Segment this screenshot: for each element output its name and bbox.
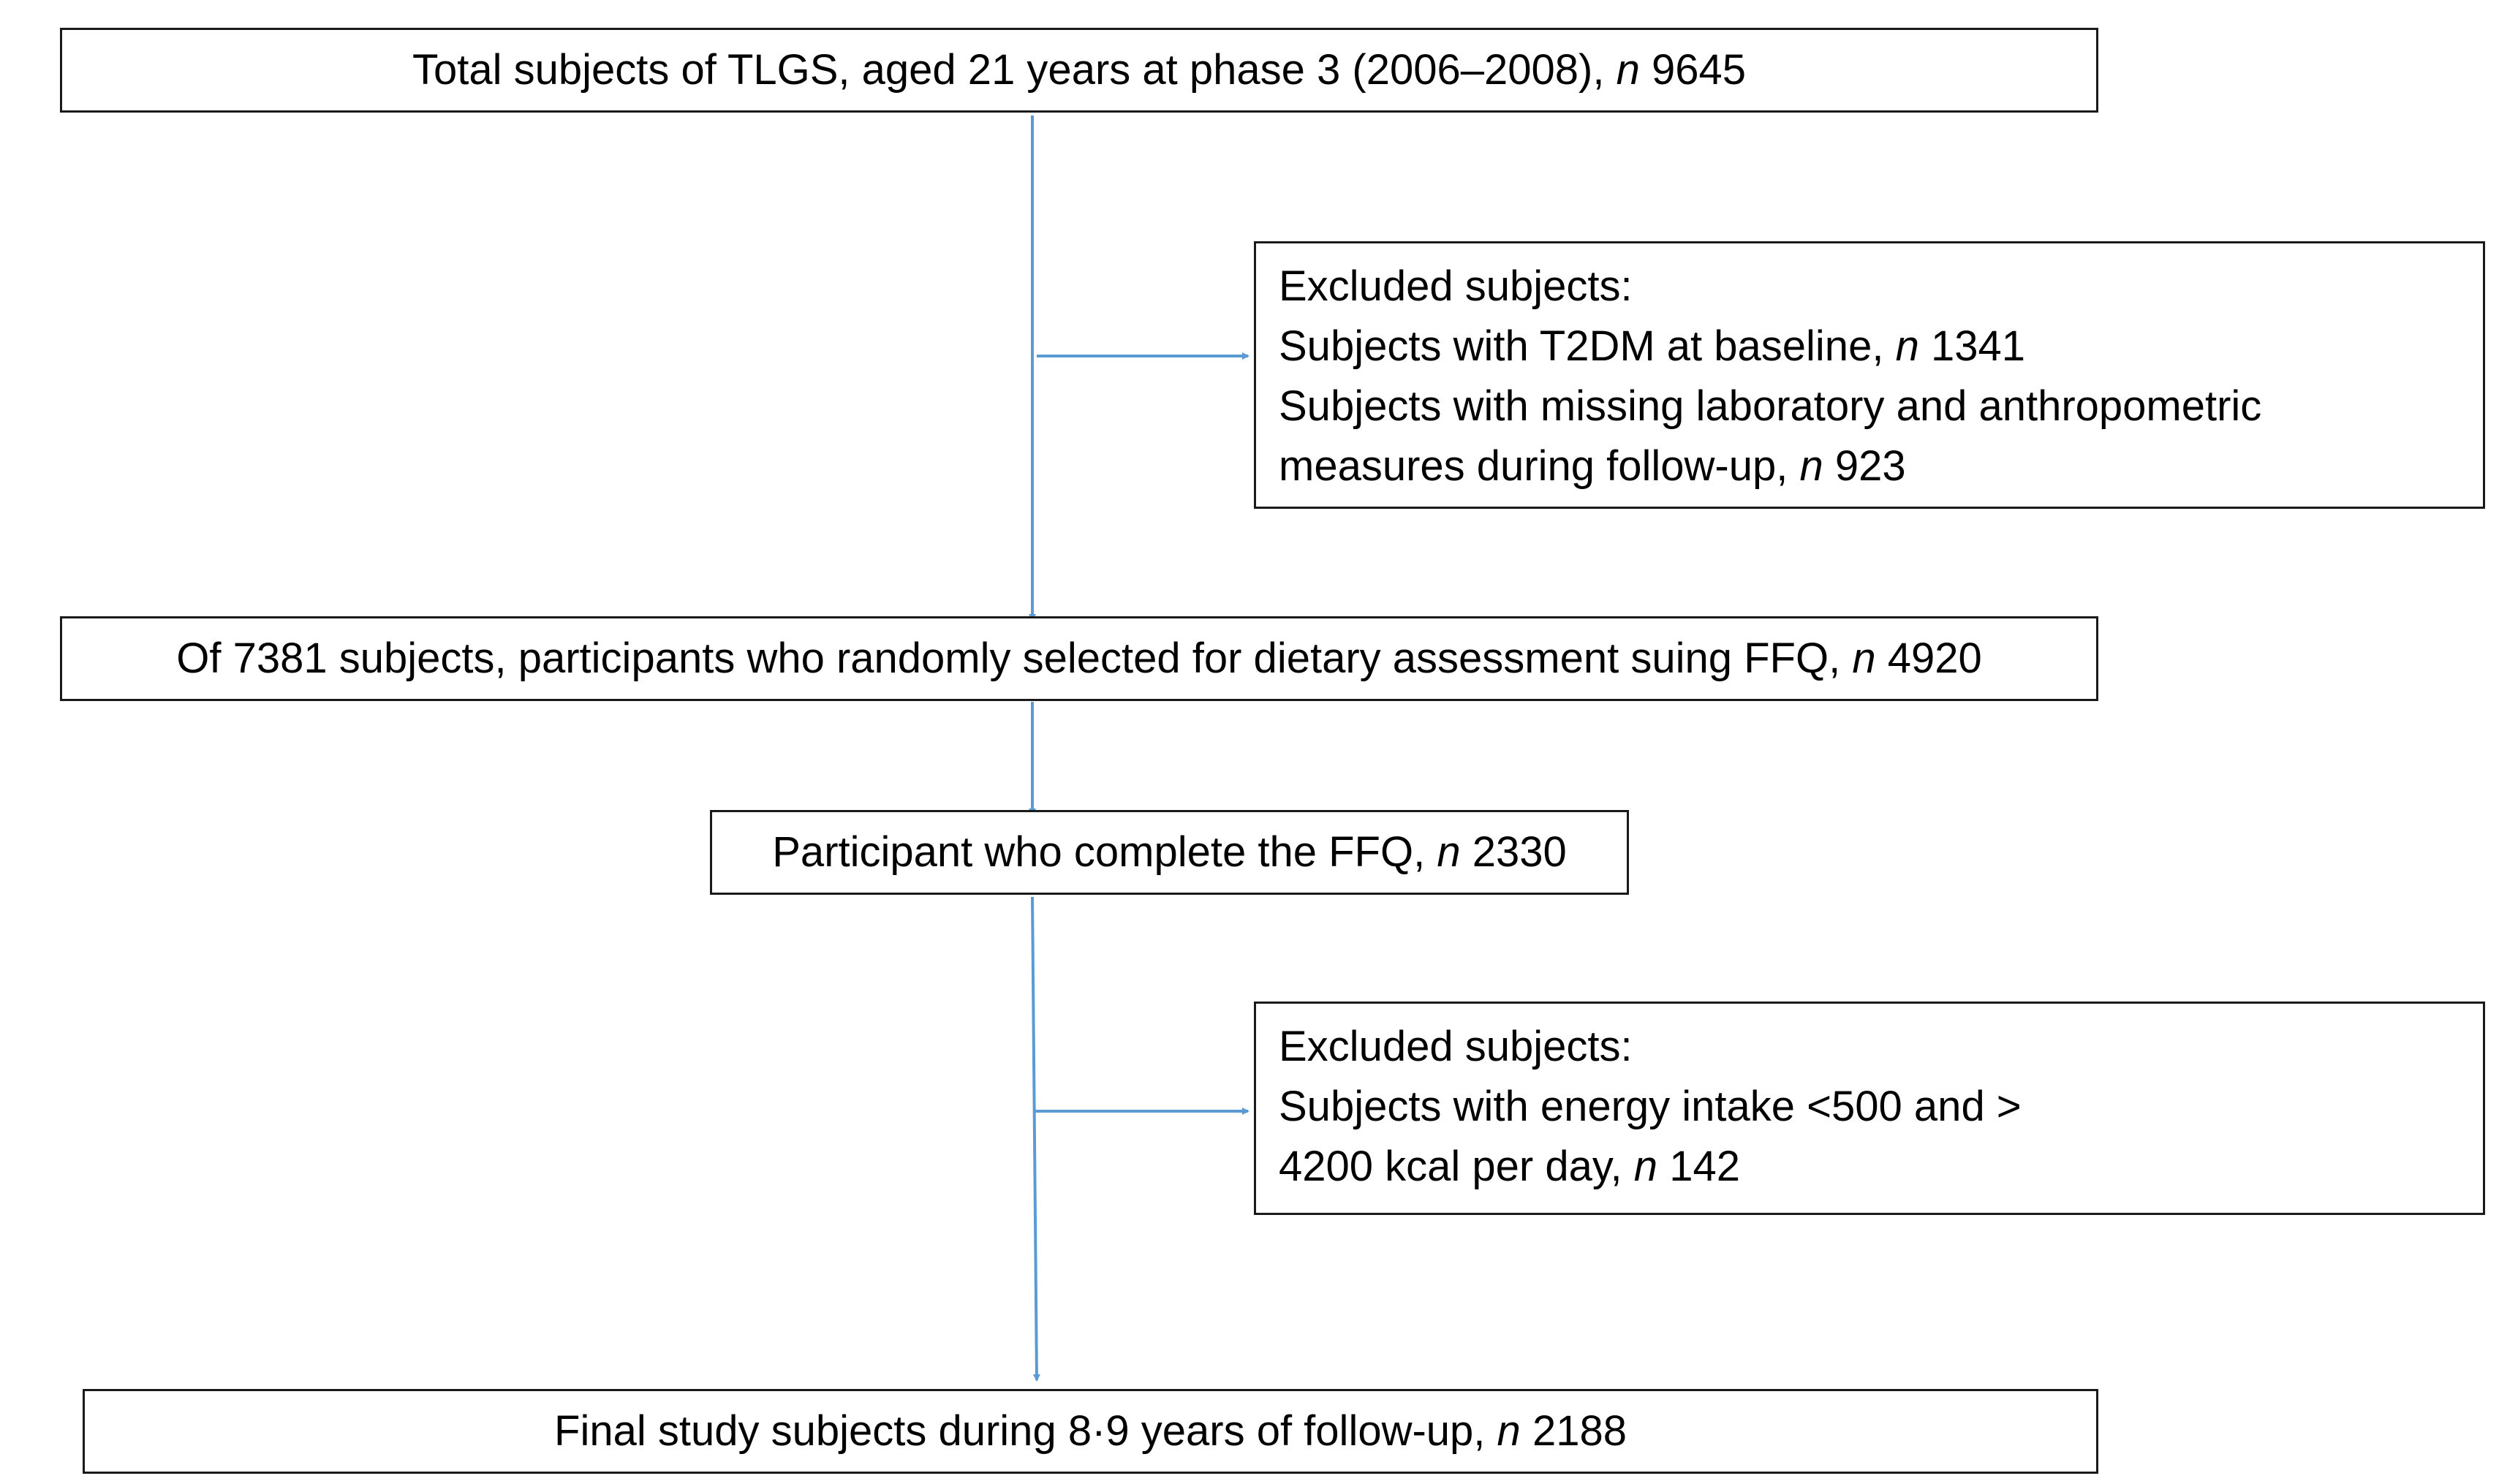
- excluded-reason: Subjects with energy intake <500 and >: [1279, 1083, 2022, 1130]
- n-label: n: [1633, 1143, 1658, 1190]
- excluded-reason: 4200 kcal per day,: [1279, 1143, 1622, 1190]
- n-value: 1341: [1930, 322, 2025, 370]
- box-excluded-1: Excluded subjects: Subjects with T2DM at…: [1254, 241, 2485, 509]
- n-label: n: [1799, 442, 1823, 490]
- excluded-reason: Subjects with missing laboratory and ant…: [1279, 382, 2262, 430]
- n-value: 142: [1669, 1143, 1740, 1190]
- total-label: Total subjects of TLGS, aged 21 years at…: [412, 46, 1605, 94]
- box-final-subjects: Final study subjects during 8·9 years of…: [83, 1389, 2098, 1474]
- box-final-text: Final study subjects during 8·9 years of…: [554, 1401, 1627, 1461]
- box-completed-ffq: Participant who complete the FFQ, n 2330: [710, 810, 1629, 895]
- arrow-completed-to-final: [1031, 896, 1040, 1382]
- excluded-heading: Excluded subjects:: [1279, 1023, 1633, 1070]
- box-selected-subjects: Of 7381 subjects, participants who rando…: [60, 616, 2098, 701]
- excluded-line: Subjects with T2DM at baseline, n 1341: [1279, 317, 2483, 376]
- n-label: n: [1616, 46, 1640, 94]
- completed-label: Participant who complete the FFQ,: [772, 828, 1426, 876]
- n-label: n: [1852, 635, 1876, 682]
- n-value: 2188: [1532, 1407, 1627, 1455]
- n-value: 4920: [1887, 635, 1982, 682]
- n-label: n: [1497, 1407, 1521, 1455]
- excluded-line: measures during follow-up, n 923: [1279, 436, 2483, 496]
- excluded-heading: Excluded subjects:: [1279, 262, 1633, 310]
- selected-label: Of 7381 subjects, participants who rando…: [176, 635, 1841, 682]
- excluded-reason: measures during follow-up,: [1279, 442, 1788, 490]
- n-value: 923: [1834, 442, 1906, 490]
- final-label: Final study subjects during 8·9 years of…: [554, 1407, 1486, 1455]
- box-total-subjects: Total subjects of TLGS, aged 21 years at…: [60, 28, 2098, 113]
- excluded-reason: Subjects with T2DM at baseline,: [1279, 322, 1884, 370]
- box-completed-text: Participant who complete the FFQ, n 2330: [772, 822, 1567, 882]
- n-value: 9645: [1651, 46, 1746, 94]
- box-selected-text: Of 7381 subjects, participants who rando…: [176, 629, 1981, 689]
- box-excluded-2: Excluded subjects: Subjects with energy …: [1254, 1002, 2485, 1215]
- excluded-line: 4200 kcal per day, n 142: [1279, 1137, 2483, 1197]
- n-label: n: [1437, 828, 1461, 876]
- box-total-text: Total subjects of TLGS, aged 21 years at…: [412, 40, 1746, 100]
- n-value: 2330: [1472, 828, 1567, 876]
- n-label: n: [1895, 322, 1919, 370]
